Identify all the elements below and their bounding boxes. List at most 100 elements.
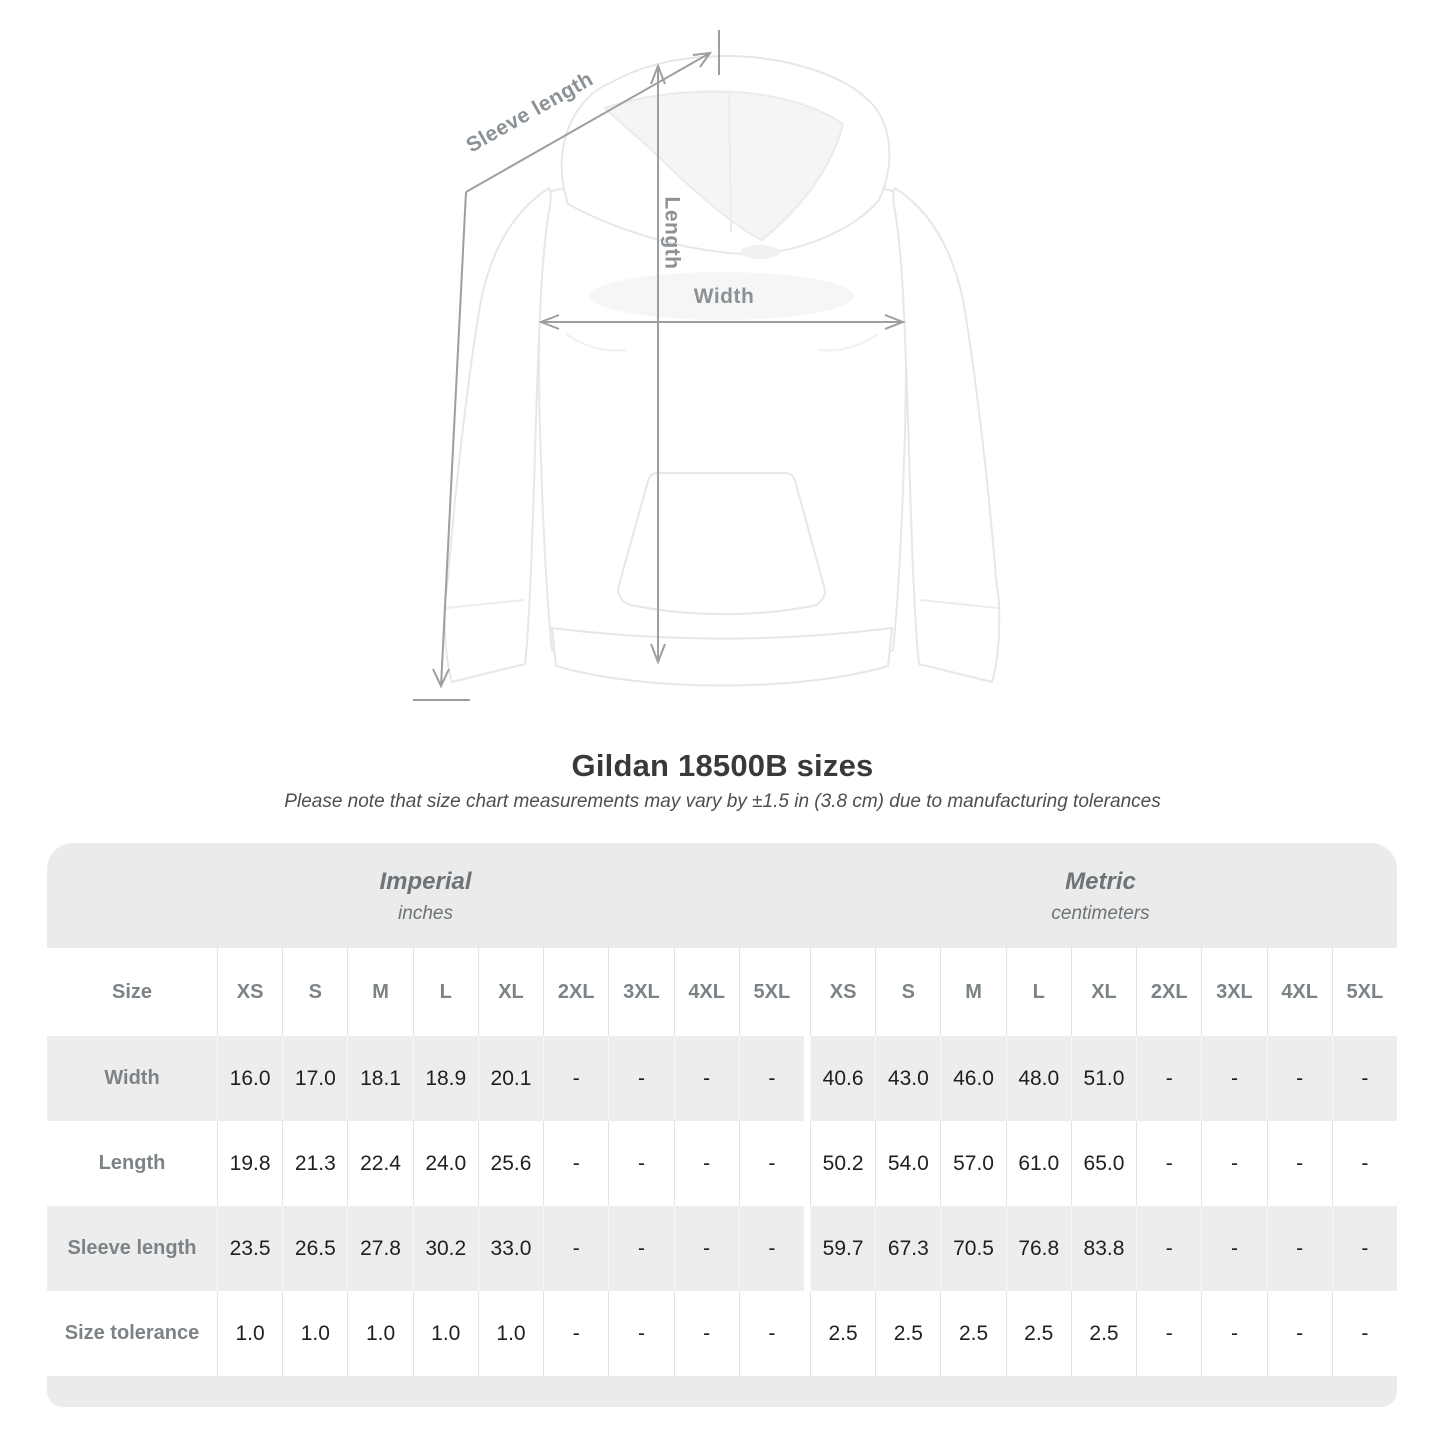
tolerance-note: Please note that size chart measurements… <box>284 791 1161 812</box>
value-cell-metric: - <box>1266 1206 1332 1291</box>
width-label: Width <box>694 285 755 308</box>
value-cell-metric: 59.7 <box>809 1206 876 1291</box>
value-cell-metric: - <box>1266 1291 1332 1376</box>
value-cell-imperial: 30.2 <box>412 1206 478 1291</box>
table-footer-band <box>47 1376 1397 1407</box>
size-column-label: Size <box>47 948 217 1036</box>
value-cell-imperial: 17.0 <box>282 1036 348 1121</box>
value-cell-imperial: - <box>673 1291 739 1376</box>
right-cuff-seam <box>919 599 999 609</box>
size-header-imperial-4xl: 4XL <box>673 948 739 1036</box>
value-cell-metric: - <box>1331 1121 1397 1206</box>
value-cell-imperial: 21.3 <box>282 1121 348 1206</box>
size-header-imperial-m: M <box>347 948 413 1036</box>
value-cell-metric: 2.5 <box>875 1291 941 1376</box>
value-cell-imperial: - <box>608 1121 674 1206</box>
value-cell-imperial: 16.0 <box>217 1036 283 1121</box>
chin-shading <box>740 245 780 259</box>
value-cell-imperial: 1.0 <box>412 1291 478 1376</box>
value-cell-imperial: - <box>738 1206 804 1291</box>
value-cell-metric: - <box>1331 1206 1397 1291</box>
value-cell-metric: 48.0 <box>1005 1036 1071 1121</box>
size-table-grid: Size XS S M L XL 2XL 3XL 4XL 5XL XS S M L XL 2XL 3XL 4XL 5… <box>47 948 1397 1376</box>
value-cell-imperial: - <box>673 1036 739 1121</box>
metric-section-header: Metric centimeters <box>804 843 1397 948</box>
chest-shading <box>590 272 854 320</box>
value-cell-metric: - <box>1266 1121 1332 1206</box>
value-cell-imperial: - <box>738 1121 804 1206</box>
value-cell-metric: 46.0 <box>940 1036 1006 1121</box>
left-cuff-seam <box>445 599 525 609</box>
value-cell-imperial: - <box>608 1036 674 1121</box>
length-arrow <box>650 63 666 665</box>
size-header-imperial-xs: XS <box>217 948 283 1036</box>
value-cell-imperial: - <box>543 1121 609 1206</box>
imperial-metric-divider <box>803 1291 810 1376</box>
value-cell-metric: - <box>1331 1036 1397 1121</box>
title-block: Gildan 18500B sizes Please note that siz… <box>0 748 1445 813</box>
hoodie-hem-band <box>550 626 894 687</box>
value-cell-metric: 51.0 <box>1070 1036 1137 1121</box>
metric-title: Metric <box>1065 868 1136 895</box>
value-cell-metric: - <box>1201 1036 1267 1121</box>
value-cell-imperial: - <box>608 1206 674 1291</box>
value-cell-metric: - <box>1201 1206 1267 1291</box>
hoodie-right-sleeve <box>892 186 1001 684</box>
value-cell-imperial: - <box>673 1206 739 1291</box>
value-cell-imperial: 20.1 <box>477 1036 544 1121</box>
size-header-metric-xs: XS <box>809 948 876 1036</box>
value-cell-imperial: 18.1 <box>347 1036 413 1121</box>
value-cell-metric: 70.5 <box>940 1206 1006 1291</box>
unit-header-band: Imperial inches Metric centimeters <box>47 843 1397 948</box>
row-label: Size tolerance <box>47 1291 217 1376</box>
metric-subtitle: centimeters <box>1051 903 1150 924</box>
imperial-metric-divider <box>803 1206 810 1291</box>
imperial-metric-divider <box>803 948 810 1036</box>
value-cell-metric: 83.8 <box>1070 1206 1137 1291</box>
size-header-imperial-2xl: 2XL <box>543 948 609 1036</box>
value-cell-metric: 2.5 <box>809 1291 876 1376</box>
value-cell-imperial: 26.5 <box>282 1206 348 1291</box>
value-cell-metric: - <box>1136 1121 1202 1206</box>
value-cell-metric: - <box>1136 1036 1202 1121</box>
value-cell-metric: - <box>1136 1206 1202 1291</box>
length-label: Length <box>660 197 683 270</box>
imperial-metric-divider <box>803 1036 810 1121</box>
imperial-section-header: Imperial inches <box>47 843 804 948</box>
value-cell-metric: 2.5 <box>1005 1291 1071 1376</box>
size-table-card: Imperial inches Metric centimeters Size X… <box>47 843 1397 1407</box>
value-cell-imperial: 33.0 <box>477 1206 544 1291</box>
value-cell-imperial: 22.4 <box>347 1121 413 1206</box>
value-cell-metric: 2.5 <box>1070 1291 1137 1376</box>
size-header-imperial-3xl: 3XL <box>608 948 674 1036</box>
value-cell-metric: 54.0 <box>875 1121 941 1206</box>
imperial-subtitle: inches <box>398 903 453 924</box>
value-cell-metric: 2.5 <box>940 1291 1006 1376</box>
value-cell-imperial: 1.0 <box>347 1291 413 1376</box>
value-cell-imperial: 25.6 <box>477 1121 544 1206</box>
value-cell-imperial: 23.5 <box>217 1206 283 1291</box>
hoodie-measurement-diagram: Sleeve length Length Width <box>413 30 1001 701</box>
value-cell-imperial: - <box>738 1036 804 1121</box>
value-cell-imperial: - <box>608 1291 674 1376</box>
value-cell-metric: 61.0 <box>1005 1121 1071 1206</box>
hoodie-left-sleeve <box>443 186 552 684</box>
value-cell-imperial: - <box>738 1291 804 1376</box>
value-cell-imperial: 24.0 <box>412 1121 478 1206</box>
size-header-metric-l: L <box>1005 948 1071 1036</box>
value-cell-metric: - <box>1136 1291 1202 1376</box>
kangaroo-pocket <box>617 472 826 616</box>
value-cell-imperial: - <box>543 1036 609 1121</box>
value-cell-metric: - <box>1266 1036 1332 1121</box>
value-cell-metric: 50.2 <box>809 1121 876 1206</box>
size-header-metric-2xl: 2XL <box>1136 948 1202 1036</box>
value-cell-metric: 40.6 <box>809 1036 876 1121</box>
row-label: Width <box>47 1036 217 1121</box>
imperial-metric-divider <box>803 1121 810 1206</box>
row-label: Sleeve length <box>47 1206 217 1291</box>
value-cell-metric: 57.0 <box>940 1121 1006 1206</box>
size-header-imperial-5xl: 5XL <box>738 948 804 1036</box>
size-header-imperial-l: L <box>412 948 478 1036</box>
value-cell-imperial: 1.0 <box>477 1291 544 1376</box>
value-cell-metric: - <box>1201 1121 1267 1206</box>
